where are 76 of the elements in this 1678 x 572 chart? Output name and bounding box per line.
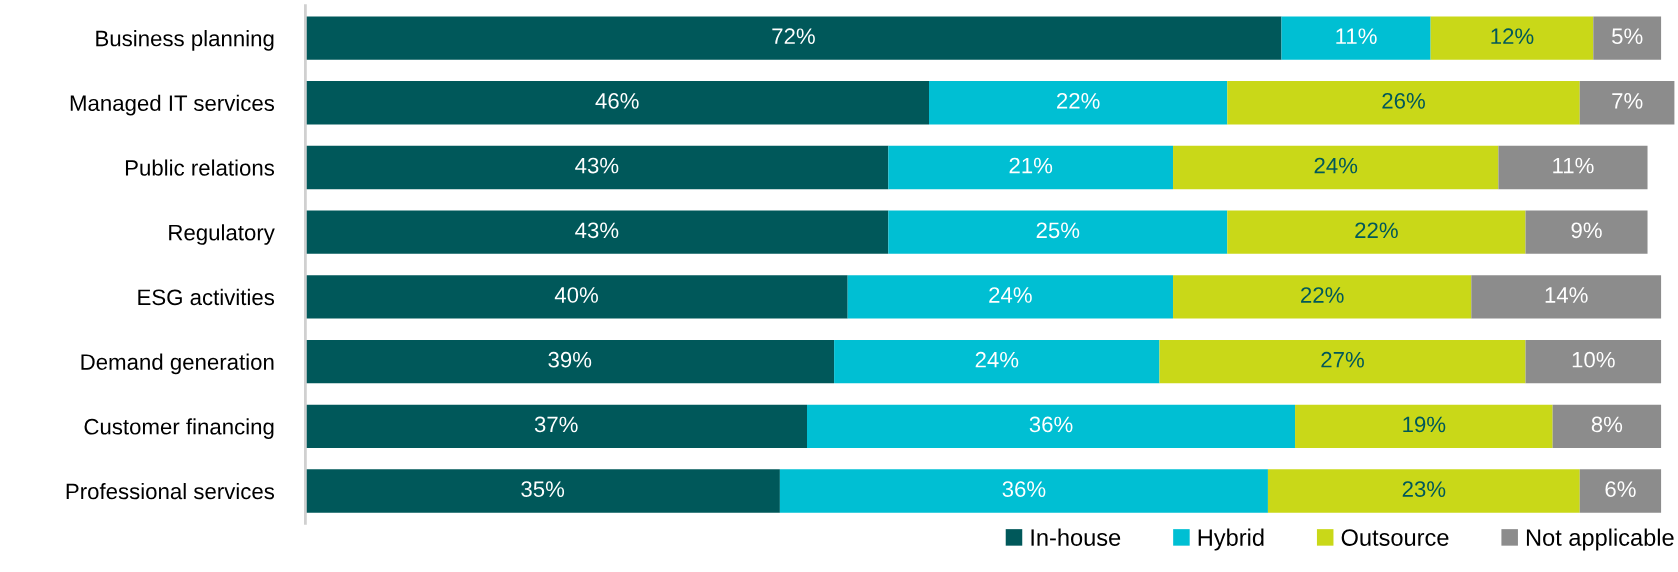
bar xyxy=(1173,275,1472,319)
data-label: 36% xyxy=(1002,481,1046,497)
data-label: 43% xyxy=(575,222,619,239)
data-label: 9% xyxy=(1571,222,1602,239)
bar xyxy=(1552,404,1662,448)
bar xyxy=(1227,81,1580,125)
bar xyxy=(888,210,1228,254)
data-label: 21% xyxy=(1009,157,1053,174)
data-label: 23% xyxy=(1402,481,1446,497)
data-label: 24% xyxy=(975,351,1019,368)
data-label: 35% xyxy=(521,481,565,497)
data-label: 6% xyxy=(1605,481,1636,497)
y-tick-label: Professional services xyxy=(66,482,275,500)
data-label: 43% xyxy=(575,157,619,174)
y-tick-label: Public relations xyxy=(125,159,275,176)
data-label: 22% xyxy=(1057,93,1100,109)
bar xyxy=(807,404,1296,448)
data-label: 14% xyxy=(1545,287,1588,303)
data-label: 37% xyxy=(534,416,578,433)
bar xyxy=(1159,339,1526,384)
y-tick-label: Regulatory xyxy=(169,224,275,245)
bar xyxy=(1579,81,1675,125)
data-label: 8% xyxy=(1591,416,1623,433)
bar xyxy=(929,81,1228,125)
bar xyxy=(1430,16,1594,60)
bar xyxy=(1593,16,1662,60)
data-label: 12% xyxy=(1491,28,1534,44)
bar xyxy=(1525,210,1648,254)
bar xyxy=(1295,404,1553,448)
y-tick-label: Business planning xyxy=(96,30,274,51)
bar xyxy=(305,145,889,190)
y-tick-label: Customer financing xyxy=(84,418,274,439)
bar xyxy=(1525,339,1662,384)
bar xyxy=(1267,469,1580,513)
data-label: 40% xyxy=(554,287,598,303)
data-label: 7% xyxy=(1612,93,1643,109)
data-label: 19% xyxy=(1403,416,1446,433)
bar xyxy=(305,275,848,319)
bar xyxy=(305,404,807,448)
bar xyxy=(1471,275,1662,319)
bar xyxy=(305,81,930,125)
data-label: 22% xyxy=(1355,222,1398,239)
bar xyxy=(1173,145,1499,190)
data-label: 24% xyxy=(1314,157,1358,174)
data-label: 72% xyxy=(772,28,815,44)
bar xyxy=(847,275,1174,319)
data-label: 5% xyxy=(1612,28,1643,45)
bar xyxy=(305,469,780,513)
data-label: 22% xyxy=(1301,287,1344,303)
y-tick-label: ESG activities xyxy=(138,288,275,306)
legend-label: In-house xyxy=(1031,528,1121,546)
bar xyxy=(1227,210,1526,254)
data-label: 11% xyxy=(1553,157,1594,174)
bar xyxy=(1498,145,1648,190)
data-label: 36% xyxy=(1029,416,1073,433)
y-tick-label: Demand generation xyxy=(81,353,274,375)
data-label: 25% xyxy=(1036,222,1080,239)
data-label: 27% xyxy=(1321,351,1364,368)
legend-label: Not applicable xyxy=(1526,528,1674,551)
data-label: 39% xyxy=(548,351,592,368)
bar xyxy=(888,145,1174,190)
bar xyxy=(1579,469,1662,513)
data-label: 26% xyxy=(1382,93,1425,109)
legend-label: Outsource xyxy=(1341,529,1449,546)
bar xyxy=(305,210,889,254)
bar xyxy=(779,469,1268,513)
legend-label: Hybrid xyxy=(1198,528,1264,551)
data-label: 10% xyxy=(1572,351,1615,368)
bar xyxy=(305,16,1282,60)
bar xyxy=(1281,16,1431,60)
bar xyxy=(834,339,1160,384)
data-label: 11% xyxy=(1336,28,1377,44)
data-label: 24% xyxy=(989,287,1032,303)
data-label: 46% xyxy=(595,93,639,109)
bar xyxy=(305,339,835,384)
y-tick-label: Managed IT services xyxy=(70,94,275,116)
